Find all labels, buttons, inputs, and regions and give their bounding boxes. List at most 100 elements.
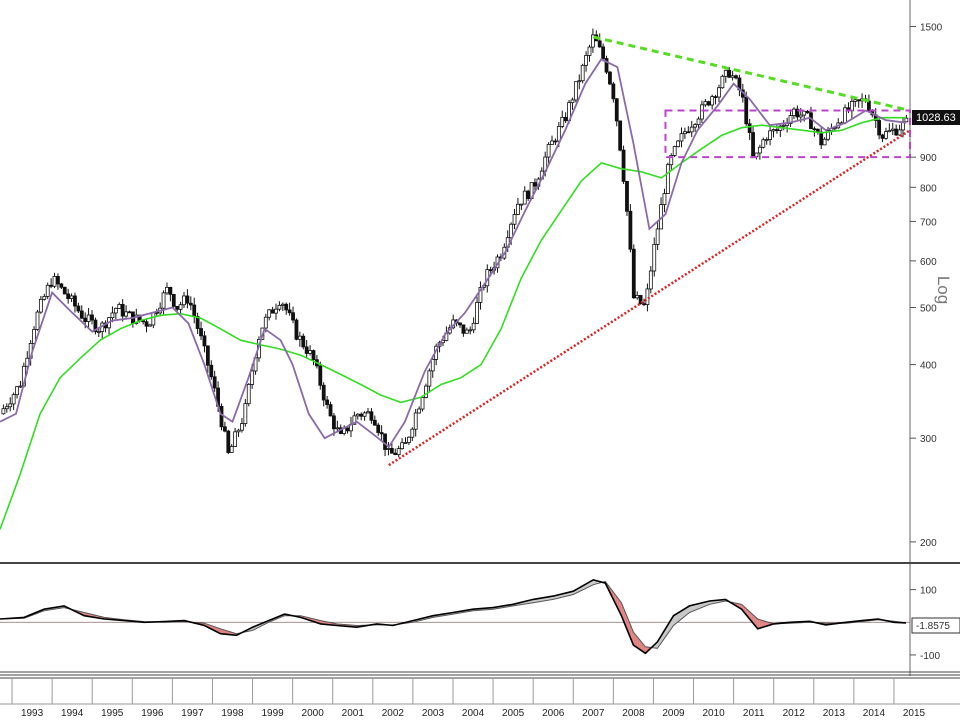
candle (805, 109, 810, 114)
candle (168, 286, 173, 302)
candle (406, 436, 411, 446)
oscillator-fill (697, 603, 700, 610)
x-tick-label: 2014 (863, 708, 886, 719)
candle (52, 272, 57, 289)
candle (79, 305, 84, 320)
candle (522, 186, 527, 205)
candle (475, 296, 479, 324)
candle (240, 417, 244, 433)
x-tick-label: 1995 (101, 708, 124, 719)
candle (219, 403, 224, 431)
candle (62, 286, 67, 295)
candle (577, 74, 582, 90)
last-value-badge: 1028.63 (912, 110, 960, 125)
candle (550, 135, 554, 145)
long-moving-average (0, 116, 906, 530)
candle (614, 97, 619, 127)
candle (430, 355, 435, 378)
candle (171, 293, 176, 308)
candle (458, 322, 462, 328)
candle (764, 137, 769, 145)
candle (325, 395, 330, 409)
candle (478, 281, 483, 310)
x-axis-ticks: 1993 1994 1995 1996 1997 1998 1999 2000 2001 2002… (11, 678, 926, 719)
x-tick-label: 2000 (302, 708, 325, 719)
candle (519, 203, 524, 211)
x-tick-label: 2004 (462, 708, 485, 719)
candle (652, 237, 657, 277)
candle (420, 396, 425, 412)
x-tick-label: 2005 (502, 708, 525, 719)
candle (355, 413, 360, 420)
candle (188, 296, 193, 311)
candle (96, 328, 101, 338)
candle (73, 292, 77, 313)
candle (362, 411, 367, 421)
candle (287, 302, 292, 316)
candle (618, 120, 623, 152)
x-tick-label: 2015 (903, 708, 926, 719)
y-tick-label: 200 (920, 538, 937, 549)
x-tick-label: 2001 (342, 708, 365, 719)
candle (669, 153, 674, 170)
x-tick-label: 1993 (21, 708, 44, 719)
candle (246, 383, 251, 407)
candle (591, 28, 595, 53)
candle (311, 349, 316, 366)
candle (222, 421, 227, 433)
y-tick-label: 600 (920, 257, 937, 268)
candle (202, 331, 207, 353)
candle (366, 407, 370, 414)
oscillator-fill (677, 612, 680, 623)
candle (703, 98, 708, 108)
candle (76, 302, 81, 314)
candle (308, 345, 312, 356)
candle (117, 302, 122, 309)
y-tick-label: 500 (920, 304, 937, 315)
candle (553, 138, 558, 145)
candle (4, 403, 9, 413)
x-tick-label: 2010 (702, 708, 725, 719)
candle (66, 288, 71, 304)
candle (386, 441, 391, 456)
oscillator-fill (673, 614, 676, 626)
candle (625, 180, 629, 216)
oscillator-fill (703, 602, 706, 607)
candle (611, 81, 616, 103)
candle (182, 291, 186, 308)
candle (38, 295, 43, 314)
osc-tick-label: 100 (920, 586, 937, 597)
y-tick-label: 1500 (920, 23, 943, 34)
oscillator-fill (695, 603, 698, 611)
candle (676, 139, 680, 148)
oscillator-fill (679, 610, 682, 621)
oscillator-fill (699, 602, 702, 609)
candle (294, 318, 299, 341)
candle (720, 74, 725, 89)
candle (199, 321, 203, 341)
candle (734, 74, 738, 80)
x-tick-label: 2013 (823, 708, 846, 719)
osc-tick-label: -100 (920, 651, 940, 662)
x-tick-label: 1997 (181, 708, 204, 719)
y-tick-label: 400 (920, 361, 937, 372)
candle (621, 145, 626, 184)
oscillator-fill (691, 604, 694, 612)
candle (628, 204, 633, 253)
oscillator-value-badge: -1.8575 (911, 617, 960, 634)
y-tick-label: 800 (920, 183, 937, 194)
candle (400, 438, 404, 450)
candle (894, 124, 899, 137)
candle (655, 222, 660, 251)
candle (904, 114, 909, 123)
candle (243, 399, 248, 427)
candle (631, 244, 636, 299)
candle (301, 333, 306, 350)
candle (90, 310, 94, 325)
oscillator-fill (757, 619, 760, 629)
candle (427, 368, 432, 393)
short-moving-average (0, 58, 907, 449)
candle (59, 282, 64, 290)
candle (274, 303, 278, 320)
